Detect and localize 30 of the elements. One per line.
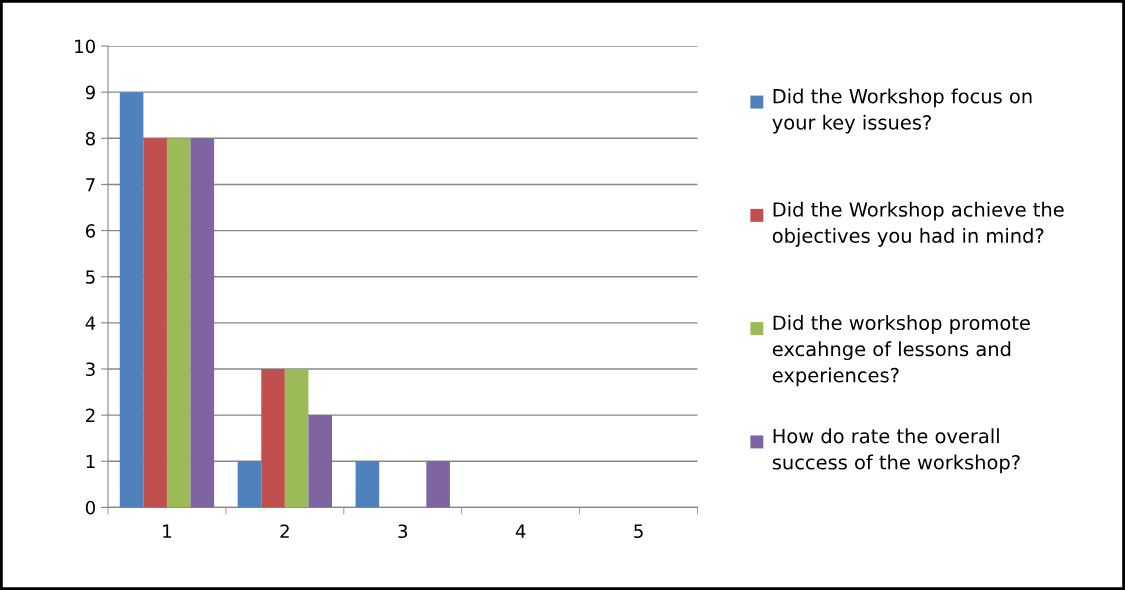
- legend-label: Did the Workshop achieve the objectives you had in mind?: [772, 201, 1064, 247]
- y-tick-label: 0: [85, 500, 95, 515]
- bar: [190, 138, 215, 508]
- y-tick-label: 8: [85, 131, 95, 146]
- y-tick-label: 9: [85, 85, 95, 100]
- x-tick-label: 4: [515, 524, 526, 538]
- legend-label: Did the workshop promote excahnge of lessons and experiences?: [772, 315, 1030, 387]
- bar: [426, 461, 450, 508]
- x-tick-label: 3: [398, 524, 408, 539]
- y-tick-label: 1: [86, 454, 95, 469]
- bar: [143, 138, 167, 508]
- bar: [119, 92, 144, 508]
- bar: [166, 138, 191, 508]
- bar: [355, 461, 380, 508]
- legend-label: Did the Workshop focus on your key issues?: [772, 88, 1032, 134]
- x-tick-label: 1: [163, 524, 172, 538]
- y-tick-label: 4: [85, 316, 96, 330]
- y-tick-label: 6: [85, 224, 96, 238]
- y-tick-label: 5: [86, 270, 95, 284]
- bar: [237, 461, 262, 508]
- y-tick-label: 2: [86, 408, 95, 422]
- y-tick-label: 10: [75, 39, 95, 54]
- bar: [261, 368, 285, 508]
- y-tick-label: 3: [86, 362, 95, 377]
- y-tick-label: 7: [86, 178, 95, 192]
- bar: [284, 368, 309, 508]
- legend-label: How do rate the overall success of the workshop?: [772, 428, 1020, 474]
- bar: [308, 415, 333, 508]
- x-tick-label: 2: [280, 524, 289, 538]
- x-tick-label: 5: [634, 524, 643, 539]
